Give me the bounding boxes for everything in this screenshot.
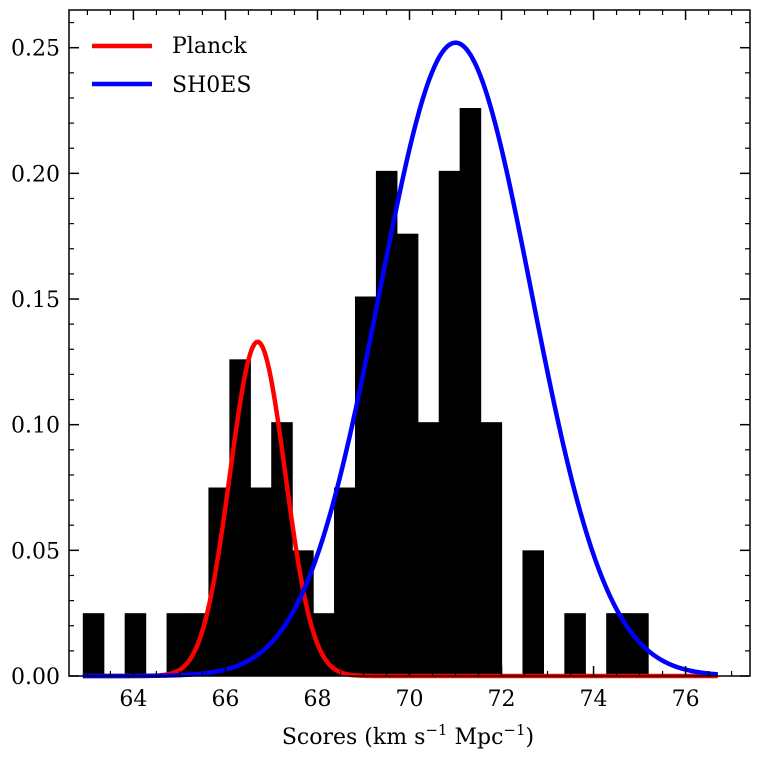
x-tick-label: 68 [303, 687, 331, 712]
x-tick-label: 64 [119, 687, 147, 712]
y-tick-label: 0.10 [11, 414, 60, 439]
y-tick-label: 0.20 [11, 162, 60, 187]
axis-ticks [69, 10, 750, 677]
histogram-bar [459, 108, 482, 677]
histogram-bar [334, 487, 356, 676]
x-axis-label: Scores (km s−1 Mpc−1) [282, 721, 534, 750]
histogram-bar [396, 233, 419, 676]
histogram-bars [82, 108, 649, 677]
x-tick-label: 76 [672, 687, 700, 712]
x-tick-label: 66 [211, 687, 239, 712]
histogram-bar [480, 422, 503, 676]
histogram-bar [627, 613, 649, 676]
histogram-bar [82, 613, 105, 676]
axis-tick-labels: 64 66 68 70 72 74 76 0.00 0.05 0.10 0.15 0.20 0.25 [11, 37, 700, 712]
histogram-bar [124, 613, 147, 676]
histogram-bar [606, 613, 628, 676]
legend-label-shoes: SH0ES [172, 73, 251, 98]
histogram-bar [166, 613, 189, 676]
x-tick-label: 70 [396, 687, 424, 712]
legend-label-planck: Planck [172, 34, 247, 59]
histogram-bar [417, 422, 440, 676]
y-tick-label: 0.15 [11, 288, 60, 313]
histogram-bar [522, 550, 544, 676]
legend: Planck SH0ES [92, 34, 251, 98]
x-tick-label: 74 [580, 687, 608, 712]
histogram-bar [208, 487, 230, 676]
histogram-bar [375, 170, 398, 676]
y-tick-label: 0.05 [11, 539, 60, 564]
histogram-bar [250, 487, 272, 676]
curve-sh0es [82, 40, 718, 679]
histogram-bar [313, 613, 335, 676]
y-tick-label: 0.25 [11, 37, 60, 62]
histogram-bar [564, 613, 586, 676]
histogram-bar [438, 170, 461, 676]
y-tick-label: 0.00 [11, 665, 60, 690]
x-tick-label: 72 [488, 687, 516, 712]
